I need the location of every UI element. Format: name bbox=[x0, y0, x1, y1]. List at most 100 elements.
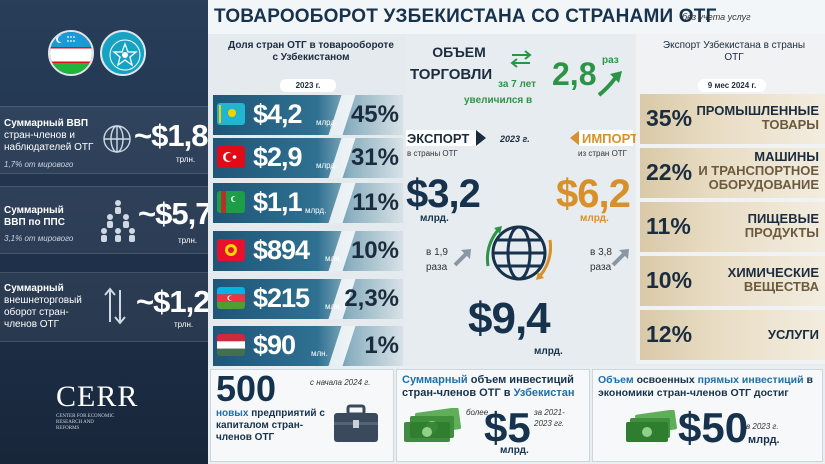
direct-investments-unit: млрд. bbox=[748, 434, 780, 446]
direct-investments-year: в 2023 г. bbox=[746, 422, 779, 431]
direct-investments-title: Объем освоенных прямых инвестиций в экон… bbox=[598, 374, 813, 399]
export-growth-arrow-icon bbox=[452, 246, 474, 268]
header-bar bbox=[208, 0, 825, 34]
export-row: 12% УСЛУГИ bbox=[640, 310, 825, 360]
cerr-logo-sub: CENTER FOR ECONOMIC RESEARCH AND REFORMS bbox=[56, 414, 115, 431]
growth-period: за 7 лет bbox=[498, 79, 537, 90]
export-label-bg bbox=[406, 130, 480, 146]
export-label: ЭКСПОРТ bbox=[407, 131, 470, 146]
enterprises-value: 500 bbox=[216, 368, 277, 409]
share-row-kazakhstan: $4,2 млрд. 45% bbox=[213, 95, 403, 135]
briefcase-icon bbox=[332, 404, 380, 444]
left-panel: Суммарный ВВП стран-членов и наблюдателе… bbox=[0, 0, 212, 464]
money-stack-icon bbox=[626, 409, 678, 442]
gdp-value: ~$1,8 bbox=[134, 118, 208, 153]
exchange-arrows-icon bbox=[102, 286, 128, 326]
share-amount: $894 bbox=[253, 235, 310, 265]
growth-value: 2,8 bbox=[552, 56, 597, 92]
share-title: Доля стран ОТГ в товарообороте с Узбекис… bbox=[228, 40, 394, 63]
trade-value: ~$1,2 bbox=[136, 284, 210, 319]
share-percent: 1% bbox=[364, 332, 399, 359]
cerr-logo-text: CERR bbox=[56, 380, 139, 413]
gdp-unit: трлн. bbox=[176, 155, 196, 164]
share-unit: млн. bbox=[325, 302, 342, 311]
export-line1: ХИМИЧЕСКИЕ bbox=[727, 265, 819, 280]
investments-more: более bbox=[466, 408, 489, 417]
export-growth-unit: раза bbox=[426, 262, 448, 273]
uzbekistan-flag-icon bbox=[48, 30, 94, 76]
enterprises-text: новых предприятий с капиталом стран-член… bbox=[216, 408, 325, 443]
turkey-flag-icon bbox=[217, 146, 245, 168]
total-value: $9,4 bbox=[468, 294, 551, 343]
export-value: $3,2 bbox=[406, 172, 481, 216]
export-percent: 35% bbox=[646, 105, 693, 131]
export-percent: 11% bbox=[646, 213, 691, 239]
import-unit: млрд. bbox=[580, 213, 609, 224]
export-sub: в страны ОТГ bbox=[407, 149, 458, 158]
export-line2: И ТРАНСПОРТНОЕ bbox=[698, 163, 819, 178]
export-percent: 12% bbox=[646, 321, 693, 347]
share-percent: 11% bbox=[352, 189, 399, 216]
exchange-icon bbox=[510, 50, 532, 68]
investments-value: $5 bbox=[484, 404, 531, 451]
hungary-flag-icon bbox=[217, 334, 245, 356]
gdp-stat-note: 1,7% от мирового bbox=[4, 160, 74, 169]
export-arrow-icon bbox=[476, 130, 486, 146]
export-line2: ТОВАРЫ bbox=[761, 117, 819, 132]
export-line1: ПИЩЕВЫЕ bbox=[747, 211, 819, 226]
trade-stat-label: Суммарный внешнеторговый оборот стран-чл… bbox=[4, 283, 82, 330]
ppp-unit: трлн. bbox=[178, 236, 198, 245]
import-arrow-icon bbox=[570, 130, 580, 146]
share-year: 2023 г. bbox=[280, 79, 336, 92]
export-row: 11% ПИЩЕВЫЕ ПРОДУКТЫ bbox=[640, 202, 825, 252]
ppp-stat-box bbox=[0, 186, 208, 254]
share-row-azerbaijan: $215 млн. 2,3% bbox=[213, 279, 403, 319]
volume-title: ОБЪЕМ bbox=[432, 44, 486, 60]
share-unit: млрд. bbox=[316, 161, 338, 170]
share-row-kyrgyzstan: $894 млн. 10% bbox=[213, 231, 403, 271]
investments-unit: млрд. bbox=[500, 445, 529, 456]
export-growth: в 1,9 bbox=[426, 247, 448, 258]
import-growth-arrow-icon bbox=[610, 246, 632, 268]
share-row-turkey: $2,9 млрд. 31% bbox=[213, 138, 403, 178]
money-icon bbox=[404, 407, 464, 442]
export-line1: ПРОМЫШЛЕННЫЕ bbox=[696, 103, 819, 118]
ppp-value: ~$5,7 bbox=[138, 196, 212, 231]
share-percent: 10% bbox=[350, 237, 399, 264]
enterprises-since: с начала 2024 г. bbox=[310, 378, 371, 387]
gdp-stat-label: Суммарный ВВП стран-членов и наблюдателе… bbox=[4, 118, 94, 153]
import-value: $6,2 bbox=[556, 172, 631, 216]
share-row-hungary: $90 млн. 1% bbox=[213, 326, 403, 366]
azerbaijan-flag-icon bbox=[217, 287, 245, 309]
kyrgyzstan-flag-icon bbox=[217, 239, 245, 261]
page-subtitle: без учета услуг bbox=[682, 12, 751, 22]
import-growth-unit: раза bbox=[590, 262, 612, 273]
trade-stat-box bbox=[0, 272, 208, 342]
share-unit: млрд. bbox=[316, 118, 338, 127]
direct-investments-box bbox=[592, 369, 823, 462]
direct-investments-value: $50 bbox=[678, 404, 749, 451]
share-amount: $4,2 bbox=[253, 99, 303, 129]
export-row: 22% МАШИНЫ И ТРАНСПОРТНОЕ ОБОРУДОВАНИЕ bbox=[640, 148, 825, 198]
exports-title: Экспорт Узбекистана в страны ОТГ bbox=[662, 40, 806, 63]
export-percent: 10% bbox=[646, 267, 693, 293]
export-line2: ВЕЩЕСТВА bbox=[743, 279, 819, 294]
share-percent: 2,3% bbox=[344, 285, 399, 312]
growth-arrow-icon bbox=[596, 68, 626, 98]
globe-network-icon bbox=[482, 216, 556, 290]
people-icon bbox=[100, 198, 136, 242]
kazakhstan-flag-icon bbox=[217, 103, 245, 125]
exports-period: 9 мес 2024 г. bbox=[698, 79, 766, 92]
ppp-stat-label: Суммарный ВВП по ППС bbox=[4, 205, 65, 228]
growth-unit: раз bbox=[602, 55, 619, 66]
import-label: ИМПОРТ bbox=[582, 131, 639, 146]
share-unit: млн. bbox=[311, 349, 328, 358]
share-unit: млрд. bbox=[305, 206, 327, 215]
export-line1: УСЛУГИ bbox=[767, 327, 819, 342]
globe-icon bbox=[102, 124, 132, 154]
export-line2: ПРОДУКТЫ bbox=[744, 225, 819, 240]
export-line3: ОБОРУДОВАНИЕ bbox=[708, 177, 819, 192]
share-amount: $1,1 bbox=[253, 187, 303, 217]
share-unit: млн. bbox=[325, 254, 342, 263]
trade-unit: трлн. bbox=[174, 320, 194, 329]
